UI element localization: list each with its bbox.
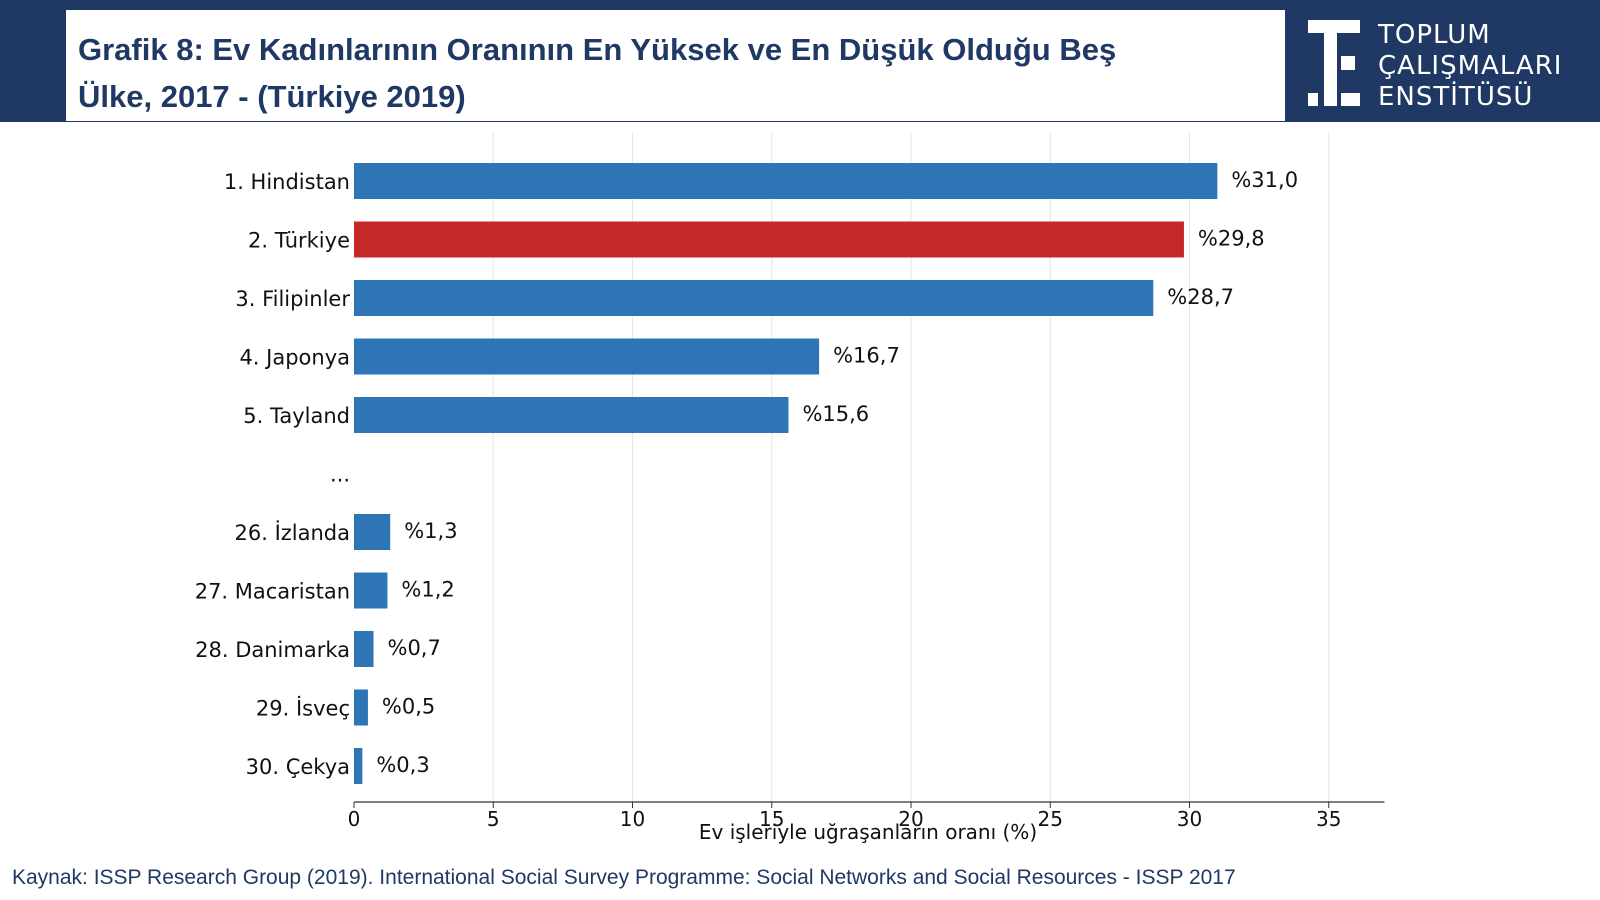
logo-line-2: ÇALIŞMALARI [1378,51,1563,81]
x-tick-label: 20 [898,807,923,831]
category-label: 26. İzlanda [235,520,351,545]
bar-chart: 1. Hindistan %31,0 2. Türkiye %29,8 3. Filip… [195,132,1385,844]
category-label: 3. Filipinler [235,287,350,311]
category-label: 2. Türkiye [248,229,350,253]
category-label: 29. İsveç [256,696,350,721]
source-note: Kaynak: ISSP Research Group (2019). Inte… [12,866,1236,889]
category-label: 1. Hindistan [224,170,350,194]
value-label: %0,3 [376,753,429,777]
header-bar: Grafik 8: Ev Kadınlarının Oranının En Yü… [0,0,1600,122]
bar [354,163,1218,199]
value-label: %1,2 [401,578,454,602]
logo-mark-icon [1308,20,1360,106]
category-label: 30. Çekya [246,755,350,779]
institute-logo: TOPLUM ÇALIŞMALARI ENSTİTÜSÜ [1308,20,1593,112]
x-tick-label: 15 [759,807,784,831]
title-box: Grafik 8: Ev Kadınlarının Oranının En Yü… [66,10,1285,121]
value-label: %29,8 [1198,227,1265,251]
value-label: %0,5 [382,695,435,719]
category-label: 28. Danimarka [195,638,350,662]
value-label: %31,0 [1231,168,1298,192]
category-label: 27. Macaristan [195,580,350,604]
logo-text: TOPLUM ÇALIŞMALARI ENSTİTÜSÜ [1378,20,1562,113]
bar [354,631,374,667]
category-label: 5. Tayland [243,404,350,428]
bar [354,397,789,433]
bar [354,514,391,550]
bar [354,338,820,375]
chart-title: Grafik 8: Ev Kadınlarının Oranının En Yü… [78,26,1278,120]
value-label: %1,3 [404,519,457,543]
value-label: %28,7 [1167,285,1234,309]
x-axis-label: Ev işleriyle uğraşanların oranı (%) [699,820,1037,844]
title-line-1: Grafik 8: Ev Kadınlarının Oranının En Yü… [78,32,1117,67]
x-tick-label: 5 [487,807,500,831]
bar [354,221,1184,258]
value-label: %0,7 [387,636,440,660]
bars: 1. Hindistan %31,0 2. Türkiye %29,8 3. Filip… [195,163,1298,784]
value-label: %15,6 [802,402,869,426]
logo-line-1: TOPLUM [1378,20,1491,50]
x-tick-label: 0 [348,807,361,831]
bar [354,280,1154,316]
category-label: ... [330,463,350,487]
bar [354,748,363,784]
x-tick-label: 35 [1316,807,1341,831]
value-label: %16,7 [833,344,900,368]
x-axis: 0 5 10 15 20 25 30 35 [348,801,1385,831]
bar [354,572,388,609]
bar [354,689,368,726]
category-label: 4. Japonya [239,346,350,370]
x-tick-label: 30 [1177,807,1202,831]
x-tick-label: 25 [1038,807,1063,831]
title-line-2: Ülke, 2017 - (Türkiye 2019) [78,79,466,114]
x-tick-label: 10 [620,807,645,831]
logo-line-3: ENSTİTÜSÜ [1378,82,1534,112]
